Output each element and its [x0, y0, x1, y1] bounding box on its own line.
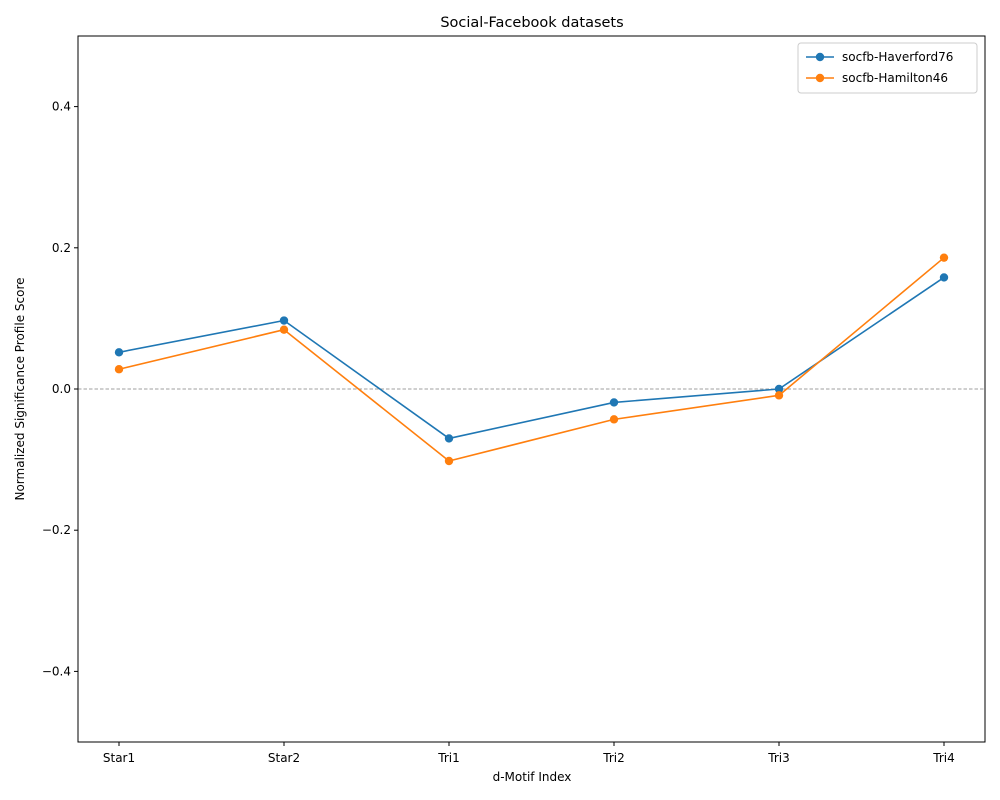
- chart-title: Social-Facebook datasets: [440, 15, 623, 31]
- series-2-point-star1: [114, 365, 124, 374]
- legend-label-2: socfb-Hamilton46: [842, 71, 948, 85]
- y-tick-label: 0.4: [52, 100, 71, 114]
- x-tick-label: Tri2: [602, 751, 624, 765]
- x-tick-label: Tri1: [437, 751, 459, 765]
- plot-area: Star1 Star2 Tri1 Tri2 Tri3 Tri4 −0.4 −0.2 0.0 0.2…: [42, 35, 986, 765]
- legend-box: [797, 42, 978, 94]
- x-tick-label: Tri4: [932, 751, 954, 765]
- series-1-point-tri4: [939, 273, 949, 282]
- series-line-2: [118, 257, 945, 462]
- x-tick-label: Star2: [268, 751, 300, 765]
- series-line-1: [118, 276, 945, 440]
- series-1-point-star1: [114, 348, 124, 357]
- y-tick-label: 0.2: [52, 241, 71, 255]
- x-tick-label: Star1: [103, 751, 135, 765]
- series-1-point-tri1: [444, 434, 454, 443]
- x-tick-label: Tri3: [767, 751, 789, 765]
- y-axis-label: Normalized Significance Profile Score: [13, 277, 27, 500]
- legend-marker-2: [815, 73, 825, 83]
- x-axis-label: d-Motif Index: [493, 770, 572, 784]
- y-tick-label: −0.2: [42, 523, 71, 537]
- series-2-point-star2: [279, 325, 289, 334]
- series-2-point-tri3: [774, 391, 784, 400]
- series-1-point-tri2: [609, 398, 619, 407]
- y-tick-label: 0.0: [52, 382, 71, 396]
- y-tick-label: −0.4: [42, 664, 71, 678]
- series-2-point-tri2: [609, 415, 619, 424]
- legend-label-1: socfb-Haverford76: [842, 50, 953, 64]
- series-1-point-tri3: [774, 384, 784, 394]
- series-2-point-tri4: [939, 253, 949, 262]
- legend: socfb-Haverford76 socfb-Hamilton46: [797, 42, 978, 94]
- series-2-point-tri1: [444, 456, 454, 466]
- legend-marker-1: [815, 52, 825, 62]
- series-1-point-star2: [279, 316, 289, 325]
